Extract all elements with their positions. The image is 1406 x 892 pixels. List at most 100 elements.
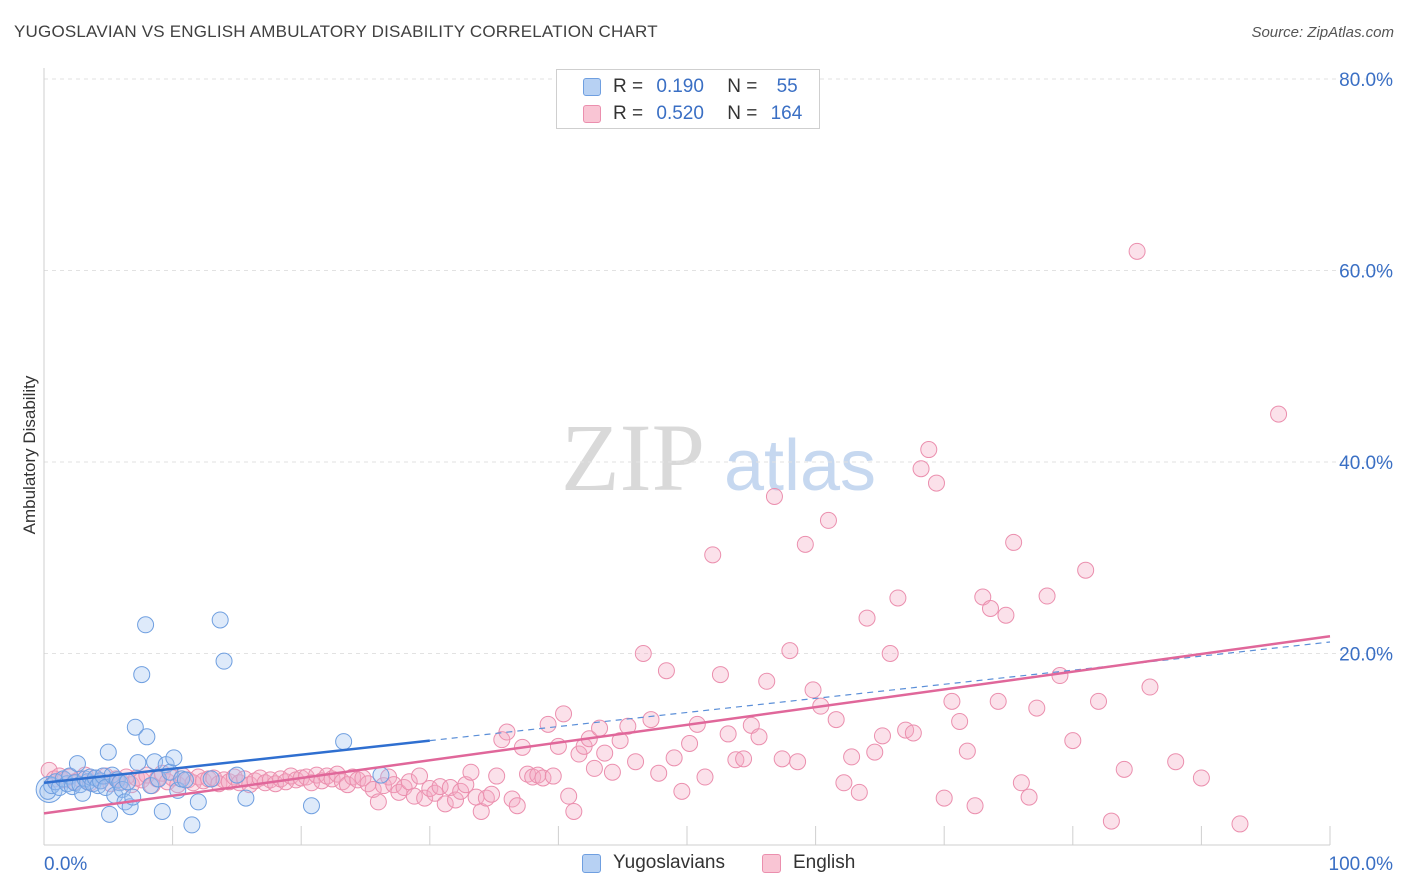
legend-n-label: N = — [727, 76, 758, 97]
english-point — [711, 666, 729, 684]
english-point — [634, 645, 652, 662]
legend-r-label: R = — [613, 76, 644, 97]
yugoslavians-swatch — [583, 78, 601, 96]
english-point — [704, 546, 722, 564]
english-point — [735, 750, 753, 768]
english-point — [565, 802, 583, 820]
english-point — [585, 759, 603, 777]
yugoslavian-point — [165, 749, 183, 767]
yugoslavian-point — [183, 816, 201, 834]
english-point — [765, 487, 783, 505]
yugoslavian-trend-line — [43, 739, 430, 785]
english-point — [997, 606, 1015, 624]
yugoslavian-point — [119, 773, 137, 791]
english-point — [843, 748, 861, 766]
y-tick-label: 40.0% — [1339, 453, 1393, 474]
english-point — [681, 735, 699, 753]
english-point — [421, 780, 439, 798]
english-point — [1028, 699, 1046, 717]
english-point — [1192, 769, 1210, 787]
english-point — [1102, 812, 1120, 830]
english-point — [1038, 587, 1056, 605]
english-point — [508, 797, 526, 815]
english-point — [966, 797, 984, 815]
trend-lines — [43, 635, 1331, 815]
english-point — [912, 460, 930, 478]
english-point — [534, 769, 552, 787]
english-point — [411, 767, 429, 785]
axes — [43, 68, 1331, 846]
english-point — [850, 783, 868, 801]
y-tick-label: 80.0% — [1339, 70, 1393, 91]
english-point — [544, 767, 562, 785]
english-point — [1115, 760, 1133, 778]
english-point — [1012, 774, 1030, 792]
x-tick-label: 0.0% — [44, 854, 87, 875]
english-point — [881, 645, 899, 662]
english-point — [642, 711, 660, 729]
legend-r-value: 0.190 — [656, 76, 704, 97]
english-point — [472, 802, 490, 820]
english-point — [920, 441, 938, 459]
yugoslavian-point — [176, 771, 194, 789]
english-point — [1270, 405, 1288, 423]
english-point — [750, 728, 768, 746]
yugoslavian-points — [35, 611, 390, 834]
yugoslavian-point — [202, 770, 220, 788]
legend-r-label: R = — [613, 103, 644, 124]
watermark-zip: ZIP — [561, 404, 705, 511]
english-point — [457, 776, 475, 794]
yugoslavian-point — [215, 652, 233, 670]
yugoslavian-point — [372, 766, 390, 784]
yugoslavian-point — [189, 793, 207, 811]
english-swatch — [583, 105, 601, 123]
yugoslavian-point — [99, 743, 117, 761]
yugoslavian-point — [237, 789, 255, 807]
english-point — [804, 681, 822, 699]
yugoslavian-point — [101, 805, 119, 823]
english-point — [405, 787, 423, 805]
english-point — [789, 753, 807, 771]
bottom-legend-label: English — [793, 852, 856, 873]
english-point — [773, 750, 791, 768]
english-point — [781, 642, 799, 660]
english-point — [611, 732, 629, 750]
english-point — [603, 763, 621, 781]
grid-lines — [44, 78, 1394, 654]
yugoslavian-point — [50, 779, 68, 797]
english-point — [719, 725, 737, 743]
english-point — [835, 774, 853, 792]
yugoslavian-point — [335, 733, 353, 751]
english-points — [40, 242, 1288, 833]
bottom-legend-label: Yugoslavians — [613, 852, 725, 873]
english-point — [989, 692, 1007, 710]
english-point — [904, 724, 922, 742]
english-point — [447, 791, 465, 809]
english-point — [866, 743, 884, 761]
english-point — [555, 705, 573, 723]
english-point — [665, 749, 683, 767]
english-point — [873, 727, 891, 745]
english-point — [758, 672, 776, 690]
english-point — [1005, 533, 1023, 551]
english-point — [436, 795, 454, 813]
english-point — [539, 715, 557, 733]
correlation-legend: R = 0.190 N = 55 R = 0.520 N = 164 — [556, 69, 820, 129]
english-point — [1231, 815, 1249, 833]
english-point — [1051, 667, 1069, 685]
english-point — [627, 753, 645, 771]
english-point — [958, 742, 976, 760]
yugoslavian-trend-extension — [429, 641, 1331, 742]
yugoslavian-point — [133, 666, 151, 684]
english-point — [796, 535, 814, 553]
tick-labels: 20.0% 40.0% 60.0% 80.0% 0.0% 100.0% — [44, 70, 1393, 875]
watermark: ZIP atlas — [561, 404, 876, 511]
yugoslavian-point — [68, 755, 86, 773]
english-point — [935, 789, 953, 807]
legend-n-label: N = — [727, 103, 758, 124]
english-point — [560, 787, 578, 805]
english-point — [951, 712, 969, 730]
english-point — [889, 589, 907, 607]
english-point — [1064, 732, 1082, 750]
